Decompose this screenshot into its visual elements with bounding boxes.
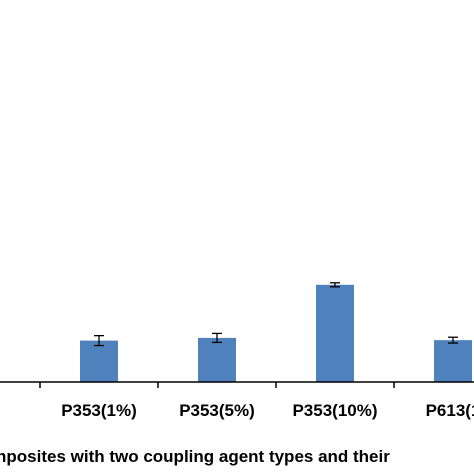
x-ticks-layer — [39, 382, 395, 388]
x-tick-label: P353(5%) — [179, 401, 255, 420]
x-tick-labels-layer: PPP353(1%)P353(5%)P353(10%)P613(1 — [61, 401, 474, 420]
bar — [434, 340, 472, 382]
bar — [198, 337, 236, 382]
bars-layer — [80, 284, 472, 382]
x-tick-label: P353(1%) — [61, 401, 137, 420]
error-bar — [94, 334, 104, 347]
x-tick-label: P613(1 — [426, 401, 474, 420]
error-bar — [212, 332, 222, 344]
error-bar — [448, 336, 458, 344]
x-axis-title: nposites with two coupling agent types a… — [0, 447, 390, 466]
bar — [316, 284, 354, 382]
error-bars-layer — [94, 282, 458, 347]
error-bar — [330, 282, 340, 288]
x-tick-label: P353(10%) — [292, 401, 377, 420]
bar — [80, 340, 118, 382]
